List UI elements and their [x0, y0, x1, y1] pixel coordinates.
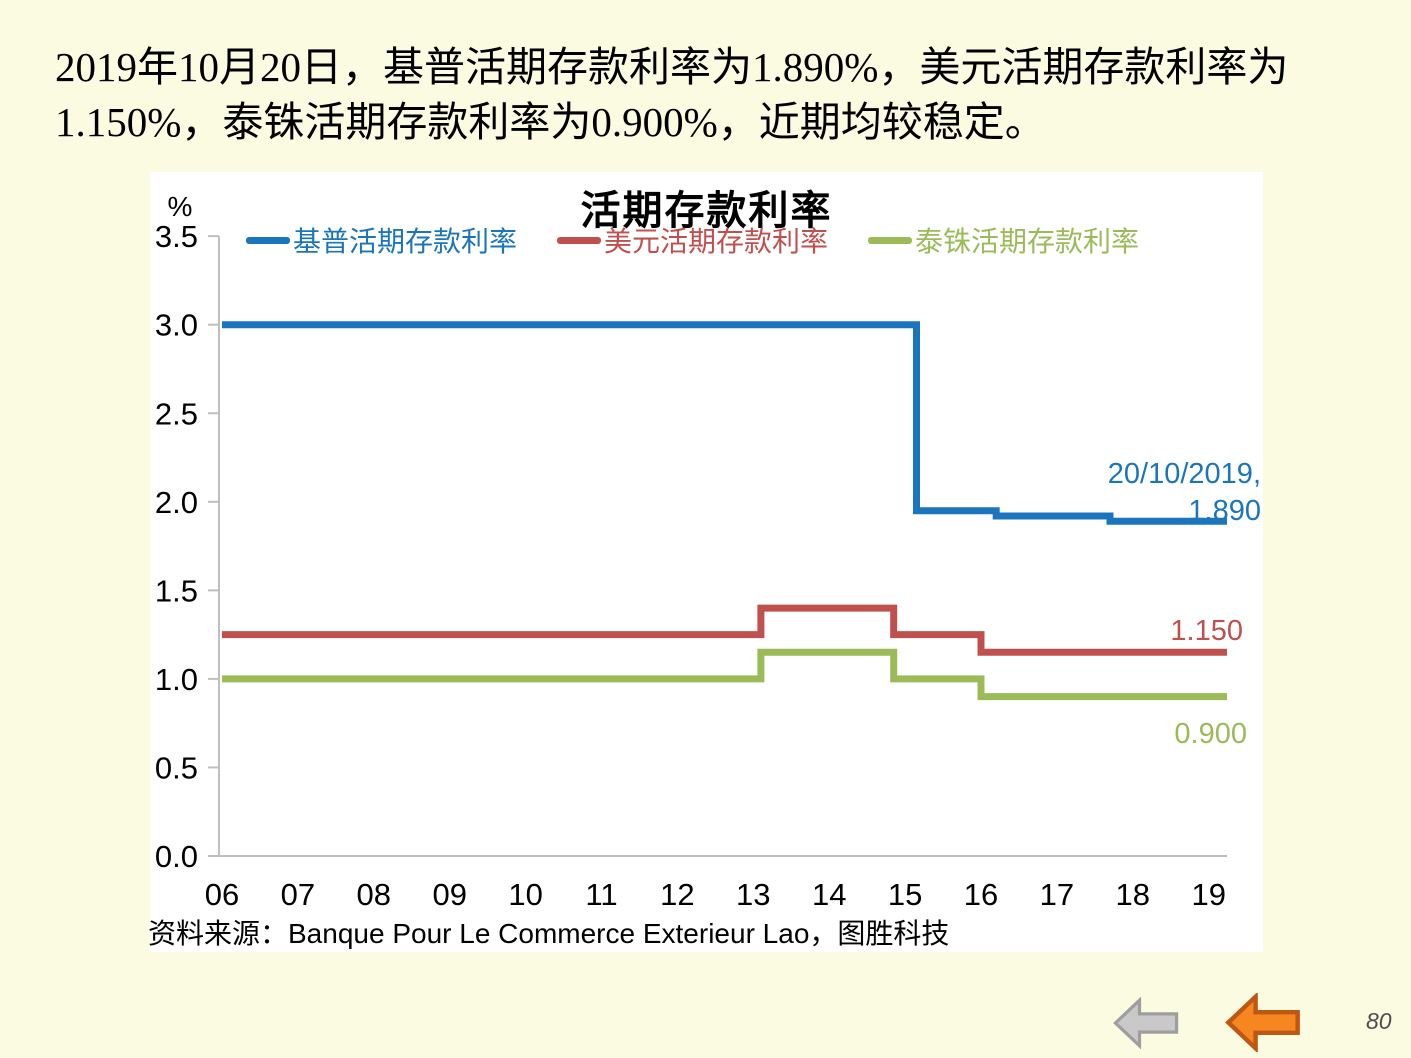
- x-tick-label: 07: [281, 877, 315, 912]
- y-tick-label: 0.0: [155, 839, 198, 874]
- heading-line-1: 2019年10月20日，基普活期存款利率为1.890%，美元活期存款利率为: [55, 44, 1289, 90]
- y-tick-label: 2.0: [155, 485, 198, 520]
- kip-line-swatch-icon: [246, 236, 290, 244]
- series-line-kip: [222, 321, 1227, 525]
- y-axis-unit-label: %: [168, 191, 193, 222]
- chart-title: 活期存款利率: [580, 189, 833, 233]
- source-note: 资料来源：Banque Pour Le Commerce Exterieur L…: [148, 918, 950, 949]
- kip-annotation-date: 20/10/2019,: [1107, 458, 1261, 490]
- x-tick-label: 19: [1191, 877, 1225, 912]
- usd-line-swatch-icon: [557, 236, 602, 244]
- x-tick-label: 17: [1040, 877, 1074, 912]
- y-tick-label: 3.0: [155, 308, 198, 343]
- x-tick-label: 11: [585, 877, 617, 912]
- series-line-usd: [222, 604, 1227, 656]
- back-button-orange[interactable]: [1223, 991, 1303, 1054]
- y-tick-label: 3.5: [155, 219, 198, 254]
- x-tick-label: 15: [888, 877, 922, 912]
- x-tick-label: 13: [736, 877, 770, 912]
- usd-end-value-annotation: 1.150: [1170, 615, 1243, 647]
- y-tick-label: 1.0: [155, 662, 198, 697]
- back-button-gray[interactable]: [1113, 996, 1179, 1050]
- x-tick-label: 18: [1116, 877, 1150, 912]
- legend-item-thb: 泰铢活期存款利率: [868, 220, 1139, 260]
- heading-text: 2019年10月20日，基普活期存款利率为1.890%，美元活期存款利率为 1.…: [55, 40, 1355, 150]
- y-tick-label: 2.5: [155, 396, 198, 431]
- x-tick-label: 10: [508, 877, 542, 912]
- series-line-thb: [222, 648, 1227, 701]
- left-arrow-icon: [1113, 996, 1179, 1050]
- y-tick-label: 0.5: [155, 750, 198, 785]
- legend-label-usd: 美元活期存款利率: [604, 226, 829, 257]
- kip-annotation-value: 1.890: [1188, 495, 1261, 527]
- thb-end-value-annotation: 0.900: [1174, 718, 1247, 750]
- kip-end-value-annotation: 20/10/2019, 1.890: [1108, 456, 1261, 530]
- x-tick-label: 14: [812, 877, 846, 912]
- chart-plot-area: 0.0 0.5 1.0 1.5 2.0 2.5 3.0 3.5% 06 07 08 09 10 11 12 1…: [155, 191, 1227, 912]
- x-tick-label: 06: [205, 877, 239, 912]
- legend-label-kip: 基普活期存款利率: [293, 226, 518, 257]
- x-tick-label: 12: [660, 877, 694, 912]
- x-tick-label: 16: [964, 877, 998, 912]
- x-tick-label: 08: [357, 877, 391, 912]
- x-tick-label: 09: [432, 877, 466, 912]
- deposit-rate-chart: 0.0 0.5 1.0 1.5 2.0 2.5 3.0 3.5% 06 07 08 09 10 11 12 1…: [148, 172, 1263, 952]
- legend-item-usd: 美元活期存款利率: [557, 220, 828, 260]
- chart-legend: 基普活期存款利率 美元活期存款利率 泰铢活期存款利率: [246, 220, 1139, 260]
- legend-item-kip: 基普活期存款利率: [246, 220, 517, 260]
- heading-line-2: 1.150%，泰铢活期存款利率为0.900%，近期均较稳定。: [55, 99, 1046, 145]
- thb-line-swatch-icon: [868, 236, 913, 244]
- page-number: 80: [1366, 1008, 1392, 1034]
- left-arrow-icon: [1225, 991, 1300, 1054]
- y-tick-label: 1.5: [155, 573, 198, 608]
- legend-label-thb: 泰铢活期存款利率: [915, 226, 1140, 257]
